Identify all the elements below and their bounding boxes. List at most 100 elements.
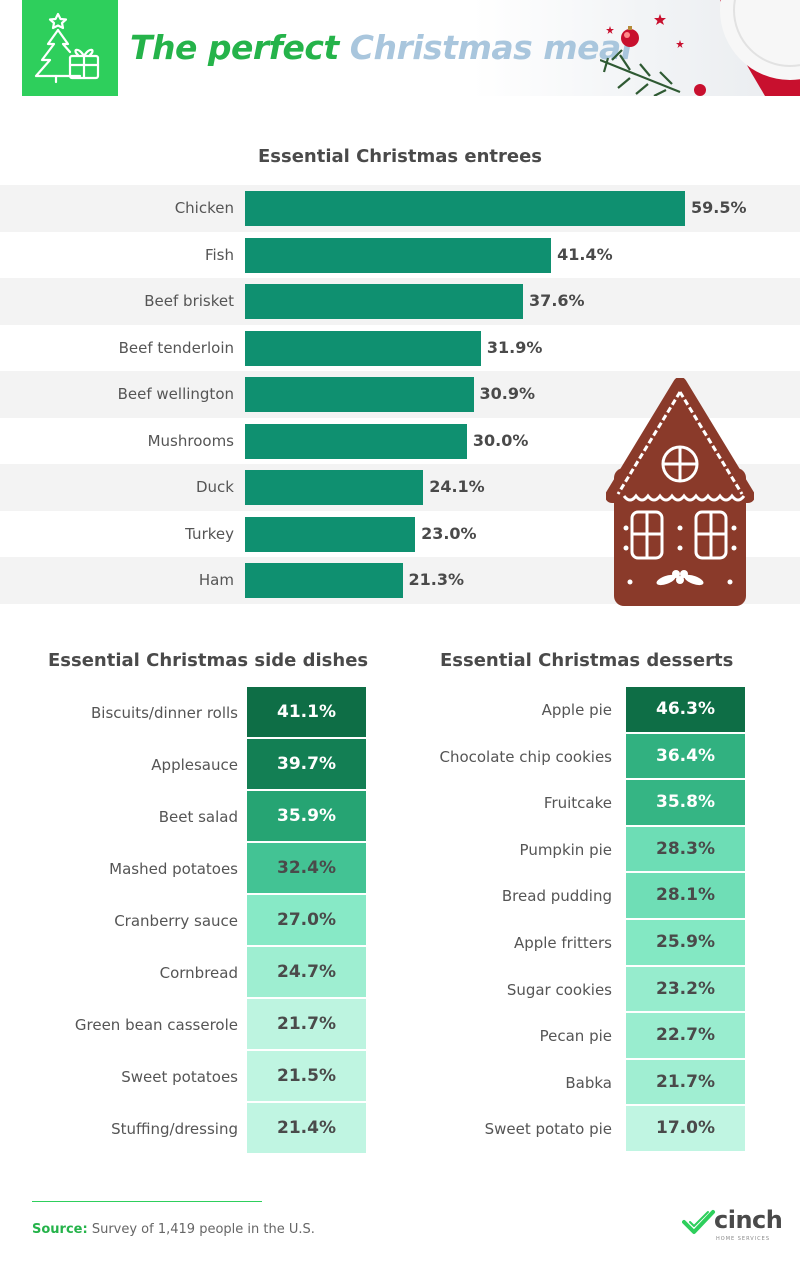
entree-value-label: 30.9% [479, 384, 536, 403]
brand-logo: cinch HOME SERVICES [682, 1206, 792, 1246]
source-note: Source: Survey of 1,419 people in the U.… [32, 1222, 315, 1237]
dessert-value-cell: 21.7% [626, 1059, 745, 1105]
entree-value-label: 59.5% [691, 198, 747, 217]
checkmark-logo-icon [682, 1210, 715, 1234]
entree-bar [245, 563, 403, 598]
side-value-cell: 32.4% [247, 843, 366, 893]
entree-label: Beef brisket [144, 292, 234, 310]
desserts-table: Apple pie 46.3% Chocolate chip cookies 36.4… [400, 687, 800, 1153]
brand-name: cinch [714, 1206, 783, 1234]
side-row-beet-salad: Beet salad 35.9% [0, 791, 400, 843]
entree-value-label: 24.1% [429, 477, 485, 496]
dessert-value-cell: 28.1% [626, 873, 745, 918]
side-value-cell: 27.0% [247, 895, 366, 945]
side-row-biscuits-dinner-rolls: Biscuits/dinner rolls 41.1% [0, 687, 400, 739]
entree-value-label: 21.3% [408, 570, 465, 589]
entree-label: Mushrooms [147, 431, 234, 450]
entrees-chart-title: Essential Christmas entrees [257, 146, 542, 167]
entree-label: Duck [196, 478, 234, 496]
entree-bar [245, 516, 416, 552]
gingerbread-house-icon [605, 377, 755, 610]
entree-label: Fish [204, 245, 234, 264]
dessert-label: Pumpkin pie [519, 840, 612, 859]
title-part-2: Christmas meal [349, 28, 632, 67]
dessert-label: Bread pudding [501, 887, 612, 906]
entree-row-chicken: Chicken 59.5% [0, 185, 800, 232]
side-row-applesauce: Applesauce 39.7% [0, 739, 400, 791]
side-value-cell: 24.7% [247, 947, 366, 997]
header: The perfect Christmas meal [22, 0, 800, 96]
dessert-row-apple-pie: Apple pie 46.3% [400, 687, 800, 734]
dessert-row-chocolate-chip-cookies: Chocolate chip cookies 36.4% [400, 733, 800, 781]
entree-bar [245, 237, 552, 273]
entree-label: Chicken [174, 199, 234, 217]
side-row-cranberry-sauce: Cranberry sauce 27.0% [0, 895, 400, 947]
entree-bar [245, 470, 424, 505]
entree-bar [245, 423, 467, 459]
side-label: Applesauce [151, 756, 238, 774]
dessert-label: Sugar cookies [506, 980, 612, 999]
source-label: Source: [32, 1222, 88, 1237]
side-label: Sweet potatoes [121, 1068, 238, 1086]
entree-row-turkey: Turkey 23.0% [0, 511, 800, 558]
side-value-cell: 21.7% [247, 999, 366, 1049]
entree-row-fish: Fish 41.4% [0, 232, 800, 279]
side-dishes-table: Biscuits/dinner rolls 41.1% Applesauce 39.7… [0, 687, 400, 1155]
side-value-cell: 39.7% [247, 739, 366, 789]
dessert-value-cell: 36.4% [626, 733, 745, 779]
dessert-value-cell: 28.3% [626, 826, 745, 872]
dessert-row-pumpkin-pie: Pumpkin pie 28.3% [400, 826, 800, 874]
entree-value-label: 31.9% [486, 337, 543, 357]
entree-value-label: 37.6% [529, 291, 585, 310]
entree-label: Turkey [185, 524, 234, 543]
dessert-row-sugar-cookies: Sugar cookies 23.2% [400, 966, 800, 1014]
side-label: Cranberry sauce [114, 912, 238, 930]
side-dishes-title: Essential Christmas side dishes [48, 650, 369, 671]
entree-row-mushrooms: Mushrooms 30.0% [0, 418, 800, 465]
side-value-cell: 21.4% [247, 1103, 366, 1153]
desserts-title: Essential Christmas desserts [440, 650, 734, 671]
entree-value-label: 41.4% [557, 244, 613, 264]
entree-row-beef-tenderloin: Beef tenderloin 31.9% [0, 325, 800, 372]
entree-bar [245, 191, 685, 226]
side-value-cell: 41.1% [247, 687, 366, 737]
dessert-row-apple-fritters: Apple fritters 25.9% [400, 920, 800, 967]
dessert-row-bread-pudding: Bread pudding 28.1% [400, 873, 800, 920]
side-row-mashed-potatoes: Mashed potatoes 32.4% [0, 843, 400, 895]
dessert-value-cell: 25.9% [626, 920, 745, 965]
side-label: Biscuits/dinner rolls [91, 704, 238, 722]
side-row-sweet-potatoes: Sweet potatoes 21.5% [0, 1051, 400, 1103]
christmas-tree-gift-icon [22, 0, 118, 96]
dessert-label: Pecan pie [539, 1027, 612, 1046]
entree-label: Ham [198, 571, 234, 589]
dessert-label: Babka [565, 1073, 612, 1092]
side-label: Green bean casserole [74, 1016, 238, 1034]
entree-label: Beef tenderloin [118, 338, 234, 357]
dessert-value-cell: 17.0% [626, 1106, 745, 1151]
entrees-bar-chart: Chicken 59.5% Fish 41.4% Beef brisket 37.6% Be… [0, 185, 800, 607]
side-value-cell: 21.5% [247, 1051, 366, 1101]
side-row-green-bean-casserole: Green bean casserole 21.7% [0, 999, 400, 1051]
dessert-value-cell: 35.8% [626, 780, 745, 825]
dessert-label: Apple pie [541, 701, 612, 719]
side-label: Beet salad [158, 808, 238, 826]
christmas-plate-ornament-icon [600, 0, 800, 96]
side-label: Stuffing/dressing [111, 1120, 238, 1138]
dessert-label: Chocolate chip cookies [439, 747, 612, 766]
entree-label: Beef wellington [117, 385, 234, 403]
dessert-row-pecan-pie: Pecan pie 22.7% [400, 1013, 800, 1060]
dessert-row-sweet-potato-pie: Sweet potato pie 17.0% [400, 1106, 800, 1153]
dessert-value-cell: 46.3% [626, 687, 745, 732]
footer-divider [32, 1201, 262, 1202]
entree-row-beef-brisket: Beef brisket 37.6% [0, 278, 800, 325]
side-label: Mashed potatoes [109, 860, 238, 878]
dessert-label: Apple fritters [513, 934, 612, 952]
page-title: The perfect Christmas meal [130, 28, 632, 67]
entree-bar [245, 330, 481, 366]
side-value-cell: 35.9% [247, 791, 366, 841]
dessert-row-babka: Babka 21.7% [400, 1059, 800, 1107]
source-text: Survey of 1,419 people in the U.S. [91, 1222, 315, 1237]
side-row-cornbread: Cornbread 24.7% [0, 947, 400, 999]
entree-value-label: 23.0% [421, 523, 477, 543]
entree-bar [245, 284, 524, 319]
